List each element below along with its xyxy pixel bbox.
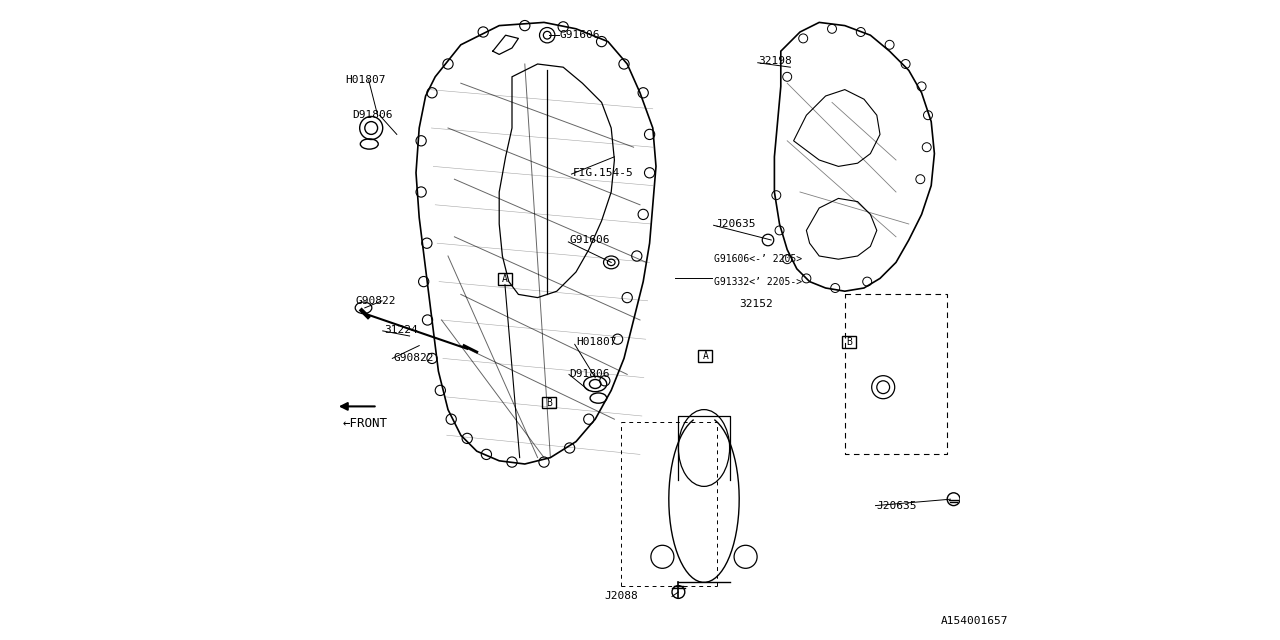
Text: ←FRONT: ←FRONT <box>343 417 388 430</box>
Text: 32198: 32198 <box>759 56 792 66</box>
Text: 31224: 31224 <box>384 324 417 335</box>
Text: G90822: G90822 <box>356 296 396 306</box>
Text: G91606<-’ 2205>: G91606<-’ 2205> <box>714 254 801 264</box>
Text: J20635: J20635 <box>714 219 755 229</box>
Text: A154001657: A154001657 <box>941 616 1009 626</box>
Text: G90822: G90822 <box>394 353 434 364</box>
Text: J20635: J20635 <box>877 500 918 511</box>
Text: H01807: H01807 <box>346 75 387 85</box>
Text: A: A <box>703 351 708 361</box>
Text: FIG.154-5: FIG.154-5 <box>573 168 634 178</box>
Text: A: A <box>502 274 508 284</box>
Text: H01807: H01807 <box>576 337 617 348</box>
Text: 32152: 32152 <box>740 299 773 309</box>
Text: G91332<’ 2205->: G91332<’ 2205-> <box>714 276 801 287</box>
Text: B: B <box>547 397 552 408</box>
Text: G91606: G91606 <box>570 235 611 245</box>
Text: B: B <box>846 337 852 347</box>
Text: D91806: D91806 <box>570 369 611 380</box>
Text: J2088: J2088 <box>604 591 639 602</box>
Text: G91606: G91606 <box>561 30 600 40</box>
Text: D91806: D91806 <box>352 110 393 120</box>
